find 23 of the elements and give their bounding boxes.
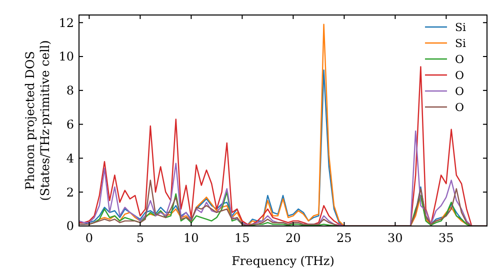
y-tick-label: 4: [66, 151, 74, 166]
x-tick-label: 35: [438, 231, 454, 245]
x-tick-label: 30: [388, 231, 403, 245]
y-tick-label: 0: [66, 219, 74, 234]
y-axis-title: Phonon projected DOS (States/THz·primitive cell): [23, 40, 52, 201]
x-tick-label: 10: [184, 231, 199, 245]
legend-label: O: [455, 84, 464, 98]
x-tick-label: 0: [85, 231, 94, 245]
y-tick-label: 6: [66, 118, 74, 132]
y-tick-label: 8: [66, 84, 74, 98]
y-tick-label: 12: [58, 16, 74, 30]
legend-label: O: [455, 68, 464, 82]
x-tick-label: 15: [234, 231, 250, 245]
legend-label: O: [455, 52, 464, 66]
y-tick-label: 10: [58, 50, 74, 64]
x-axis-title: Frequency (THz): [232, 254, 334, 268]
x-tick-label: 5: [136, 231, 144, 245]
x-tick-label: 20: [286, 231, 301, 245]
x-tick-label: 25: [336, 231, 352, 245]
y-tick-label: 2: [66, 185, 74, 200]
legend-label: Si: [455, 36, 467, 50]
legend-label: Si: [455, 20, 467, 34]
legend-label: O: [455, 100, 464, 114]
